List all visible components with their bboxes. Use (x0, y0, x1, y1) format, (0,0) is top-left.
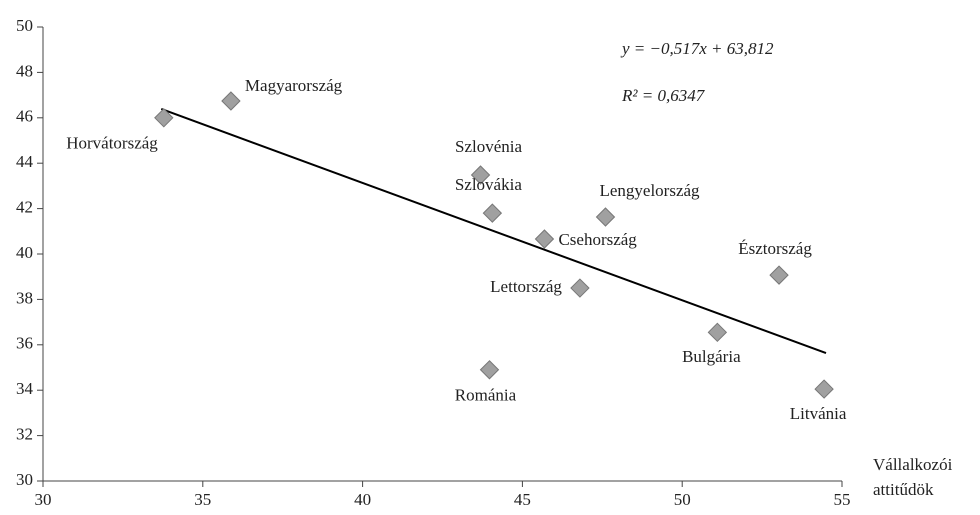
point (707, 322, 728, 343)
y-tick-label: 34 (16, 379, 34, 398)
x-tick-label: 40 (354, 490, 371, 509)
y-tick-label: 30 (16, 470, 33, 489)
point-label: Lettország (490, 277, 562, 296)
point-label: Lengyelország (599, 181, 700, 200)
point-label: Szlovákia (455, 175, 522, 194)
trend-line (160, 108, 827, 355)
point (482, 203, 503, 223)
y-tick-label: 38 (16, 288, 33, 307)
point (221, 91, 241, 111)
x-tick-label: 30 (35, 490, 52, 509)
y-tick-label: 40 (16, 243, 33, 262)
y-tick-label: 50 (16, 16, 33, 35)
y-tick-label: 48 (16, 61, 33, 80)
x-axis-label: attitűdök (873, 480, 934, 499)
x-tick-label: 55 (834, 490, 851, 509)
r-squared: R² = 0,6347 (621, 86, 706, 105)
equation: y = −0,517x + 63,812 (620, 39, 774, 58)
point-label: Észtország (738, 239, 812, 258)
point (154, 108, 174, 128)
point-label: Románia (455, 386, 517, 405)
point-label: Litvánia (790, 404, 847, 423)
y-tick-label: 36 (16, 334, 33, 353)
point-label: Horvátország (66, 134, 158, 153)
point (470, 165, 491, 185)
x-tick-label: 50 (674, 490, 691, 509)
point (534, 229, 555, 249)
x-tick-label: 35 (194, 490, 211, 509)
point-label: Bulgária (682, 347, 741, 366)
point (479, 360, 500, 380)
y-tick-label: 44 (16, 152, 34, 171)
x-tick-label: 45 (514, 490, 531, 509)
y-tick-label: 42 (16, 198, 33, 217)
point (595, 207, 616, 227)
x-axis-label: Vállalkozói (873, 455, 953, 474)
y-tick-label: 32 (16, 425, 33, 444)
point (570, 278, 590, 298)
point (814, 379, 834, 399)
y-tick-label: 46 (16, 107, 33, 126)
point-label: Szlovénia (455, 137, 522, 156)
point-label: Csehország (558, 230, 637, 249)
point-label: Magyarország (245, 76, 343, 95)
point (769, 265, 789, 285)
